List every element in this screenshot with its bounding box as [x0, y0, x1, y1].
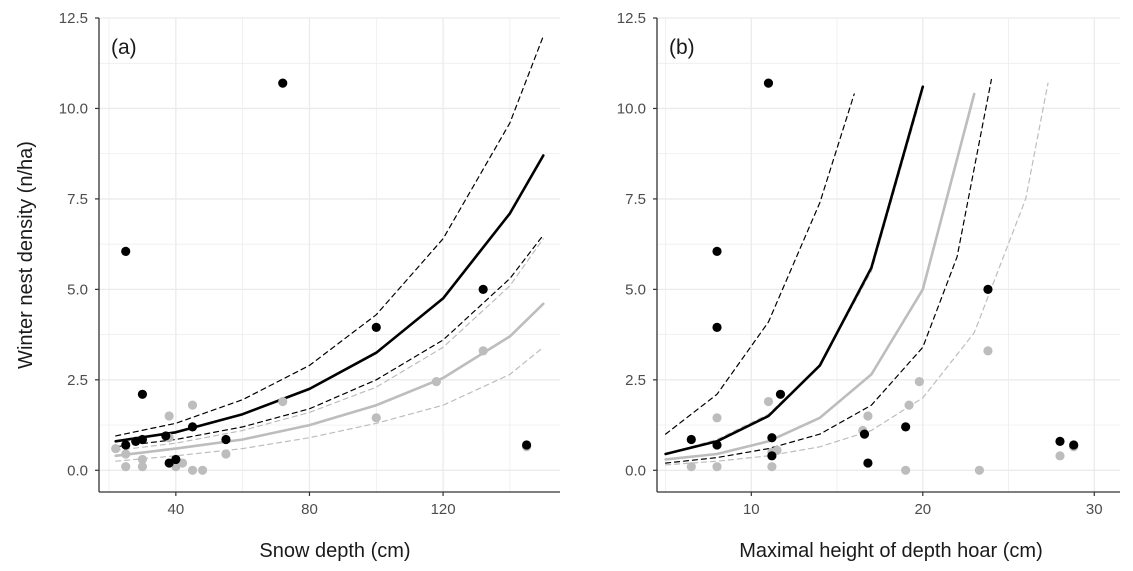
fit-line [114, 302, 545, 458]
data-point [1055, 436, 1065, 446]
panel-label: (a) [111, 36, 137, 59]
data-point [197, 465, 208, 475]
data-point [137, 434, 148, 445]
data-point [767, 462, 777, 472]
x-tick-label: 20 [914, 501, 931, 518]
ci-lower-line [665, 82, 1049, 466]
data-point [712, 322, 722, 332]
ci-lower-line [115, 234, 544, 448]
ci-upper-line [115, 238, 544, 451]
data-point [767, 451, 777, 461]
data-point [164, 411, 174, 421]
data-point [161, 431, 171, 441]
data-point [121, 440, 131, 450]
y-axis-title: Winter nest density (n/ha) [15, 141, 37, 369]
panel-b: 0.0 2.5 5.0 7.5 10.0 12.5 10 20 30 Maximal height… [617, 10, 1120, 562]
data-point [187, 465, 198, 475]
data-point [712, 462, 722, 472]
ci-upper-line [115, 35, 544, 437]
data-point [863, 411, 873, 421]
panel-a: 0.0 2.5 5.0 7.5 10.0 12.5 40 80 120 Snow depth (c… [59, 10, 560, 562]
data-point [686, 462, 696, 472]
y-tick-label: 7.5 [67, 191, 88, 208]
data-point [221, 449, 231, 459]
data-point [686, 434, 696, 445]
data-point [478, 346, 488, 356]
data-point [121, 449, 131, 459]
y-tick-label: 0.0 [67, 462, 88, 479]
y-tick-label: 10.0 [59, 100, 88, 117]
data-point [914, 377, 924, 387]
data-point [712, 246, 722, 256]
y-tick-label: 5.0 [625, 281, 646, 298]
data-point [859, 429, 870, 439]
data-point [187, 400, 198, 410]
ci-upper-line [665, 93, 855, 435]
x-tick-label: 120 [431, 501, 456, 518]
x-axis-title: Maximal height of depth hoar (cm) [739, 540, 1042, 562]
data-point [171, 454, 181, 465]
panel-label: (b) [669, 36, 695, 59]
data-point [371, 322, 381, 332]
data-point [901, 465, 911, 475]
data-point [121, 462, 131, 472]
y-tick-label: 2.5 [67, 372, 88, 389]
y-tick-label: 5.0 [67, 281, 88, 298]
ci-lower-line [115, 346, 544, 462]
ci-lower-line [665, 78, 992, 464]
x-tick-label: 30 [1086, 501, 1103, 518]
x-tick-label: 10 [743, 501, 760, 518]
data-point [904, 400, 914, 410]
data-point [901, 422, 911, 432]
data-point [137, 454, 148, 465]
data-point [221, 434, 231, 445]
ci-upper-line [665, 107, 919, 455]
data-point [137, 389, 148, 399]
data-point [983, 284, 993, 294]
x-axis-title: Snow depth (cm) [259, 540, 410, 562]
data-point [137, 462, 148, 472]
fit-line [114, 154, 545, 443]
data-point [775, 389, 786, 399]
y-tick-label: 12.5 [59, 10, 88, 27]
data-point [712, 440, 722, 450]
data-point [983, 346, 993, 356]
data-point [1069, 440, 1079, 450]
y-tick-label: 10.0 [617, 100, 646, 117]
data-point [767, 433, 777, 443]
data-point [712, 413, 722, 423]
data-point [278, 78, 288, 88]
data-point [431, 377, 441, 387]
y-tick-label: 12.5 [617, 10, 646, 27]
y-tick-label: 7.5 [625, 191, 646, 208]
y-tick-label: 2.5 [625, 372, 646, 389]
x-tick-label: 80 [301, 501, 318, 518]
data-point [863, 458, 873, 468]
fit-line [664, 92, 976, 461]
data-point [521, 440, 532, 450]
data-point [111, 443, 121, 454]
data-point [1055, 451, 1065, 461]
data-point [278, 396, 288, 407]
data-point [763, 78, 774, 88]
x-tick-label: 40 [167, 501, 184, 518]
data-point [371, 413, 381, 423]
data-point [478, 284, 488, 294]
data-point [763, 396, 774, 407]
data-point [121, 246, 131, 256]
data-point [187, 422, 198, 432]
y-tick-label: 0.0 [625, 462, 646, 479]
data-point [974, 465, 984, 475]
fit-line [664, 85, 925, 456]
